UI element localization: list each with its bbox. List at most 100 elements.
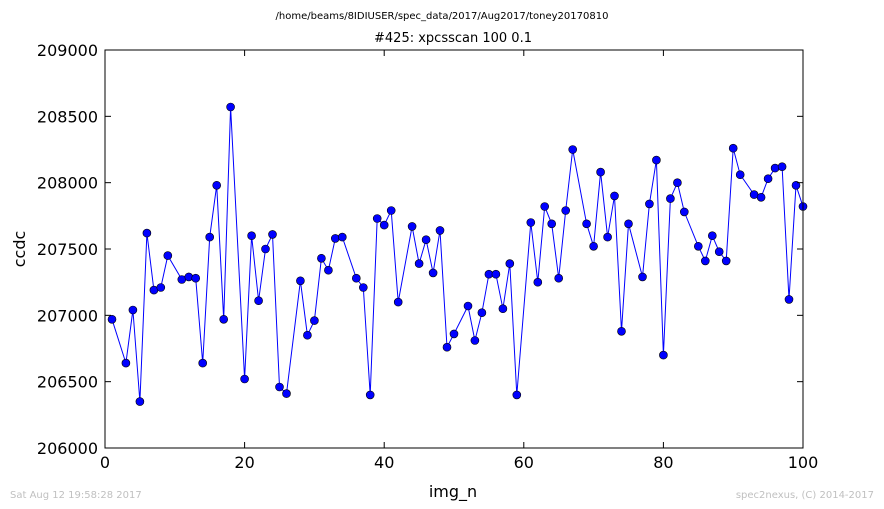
footer-credit: spec2nexus, (C) 2014-2017 xyxy=(736,490,874,501)
y-tick-label: 207500 xyxy=(37,240,98,259)
data-point xyxy=(498,304,508,314)
y-tick-label: 207000 xyxy=(37,306,98,325)
data-point xyxy=(198,358,207,368)
data-point xyxy=(666,194,675,203)
x-tick-label: 80 xyxy=(653,453,673,472)
data-point xyxy=(386,206,396,215)
data-point xyxy=(268,230,277,239)
data-point xyxy=(491,269,501,279)
data-point xyxy=(638,272,647,282)
data-point xyxy=(317,253,326,263)
data-point xyxy=(693,242,703,251)
series-line xyxy=(111,106,804,402)
plot-frame xyxy=(104,49,804,449)
data-point xyxy=(142,228,152,238)
data-point xyxy=(561,206,571,215)
data-point xyxy=(449,329,459,339)
x-tick-label: 100 xyxy=(788,453,819,472)
data-point xyxy=(212,181,221,190)
y-axis-label: ccdc xyxy=(10,231,29,268)
data-point xyxy=(372,214,382,223)
data-point xyxy=(442,342,452,352)
data-point xyxy=(226,102,235,112)
data-point xyxy=(128,305,138,315)
data-point xyxy=(393,297,403,307)
data-point xyxy=(184,272,194,282)
data-point xyxy=(526,218,536,227)
data-point xyxy=(673,178,682,187)
data-point xyxy=(784,295,794,304)
data-point xyxy=(379,220,389,230)
data-point xyxy=(659,350,668,360)
data-point xyxy=(414,259,424,268)
data-point xyxy=(721,256,731,266)
data-point xyxy=(596,167,605,177)
data-point xyxy=(582,219,591,229)
data-point xyxy=(533,277,543,287)
data-point xyxy=(679,207,689,217)
data-point xyxy=(330,234,340,243)
data-point xyxy=(568,145,578,154)
x-tick-label: 40 xyxy=(374,453,394,472)
data-point xyxy=(756,193,766,202)
data-point xyxy=(700,256,710,266)
data-point xyxy=(156,283,166,292)
data-point xyxy=(652,155,661,165)
data-point xyxy=(205,232,214,242)
footer-timestamp: Sat Aug 12 19:58:28 2017 xyxy=(10,490,142,501)
y-tick-label: 206500 xyxy=(37,373,98,392)
data-point xyxy=(791,181,801,190)
data-point xyxy=(610,191,619,201)
data-point xyxy=(365,390,375,400)
data-point xyxy=(282,389,291,398)
y-tick-label: 208500 xyxy=(37,107,98,126)
data-point xyxy=(547,219,557,229)
y-axis-ticks: 206000 206500 207000 207500 208000 208500 2090… xyxy=(37,41,803,458)
data-point xyxy=(324,265,333,275)
data-point xyxy=(505,259,515,268)
data-point xyxy=(763,174,773,183)
data-point xyxy=(428,268,438,278)
data-point xyxy=(707,231,717,240)
data-point xyxy=(107,314,117,324)
data-point xyxy=(512,390,522,400)
data-point xyxy=(191,273,200,283)
data-point xyxy=(407,222,417,231)
data-point xyxy=(219,314,228,324)
data-point xyxy=(337,232,347,242)
data-point xyxy=(296,276,305,286)
x-tick-label: 0 xyxy=(100,453,110,472)
x-axis-ticks: 0 20 40 60 80 100 xyxy=(100,50,818,472)
series-layer xyxy=(107,102,808,406)
x-tick-label: 60 xyxy=(514,453,534,472)
data-point xyxy=(714,247,724,256)
data-point xyxy=(261,244,270,254)
data-point xyxy=(358,283,368,292)
data-point xyxy=(421,235,431,244)
data-point xyxy=(303,330,312,340)
data-point xyxy=(770,163,780,173)
data-point xyxy=(624,219,633,229)
data-point xyxy=(540,202,550,211)
data-point xyxy=(735,170,745,179)
x-tick-label: 20 xyxy=(234,453,254,472)
data-point xyxy=(463,301,473,311)
data-point xyxy=(121,358,131,368)
chart-title: #425: xpcsscan 100 0.1 xyxy=(374,31,532,46)
data-point xyxy=(163,251,173,260)
data-point xyxy=(777,162,787,171)
data-point xyxy=(135,397,145,406)
data-point xyxy=(603,232,612,242)
data-point xyxy=(617,326,626,336)
data-point xyxy=(247,231,256,240)
data-point xyxy=(554,273,564,283)
y-tick-label: 208000 xyxy=(37,174,98,193)
data-point xyxy=(728,143,738,153)
data-point xyxy=(310,316,319,325)
data-point xyxy=(435,226,445,235)
y-tick-label: 206000 xyxy=(37,439,98,458)
x-axis-label: img_n xyxy=(429,482,477,502)
data-point xyxy=(254,296,263,306)
data-point xyxy=(351,273,361,283)
